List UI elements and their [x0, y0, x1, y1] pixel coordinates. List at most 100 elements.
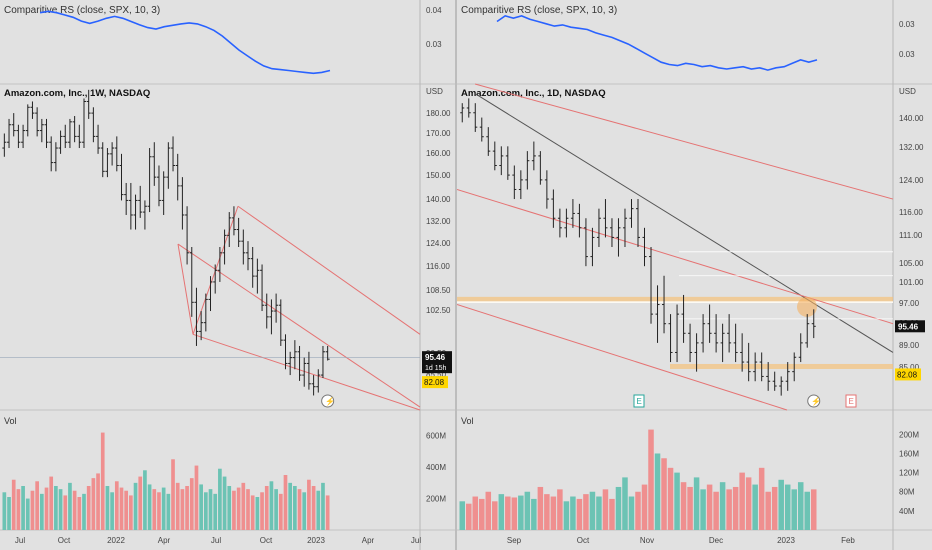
chart-pane-weekly[interactable]: Comparitive RS (close, SPX, 10, 3) 0.04 0.…	[0, 0, 455, 550]
candlestick-9[interactable]	[512, 165, 517, 200]
candlestick-33[interactable]	[668, 314, 673, 363]
candlestick-28[interactable]	[636, 199, 640, 247]
earnings-icon[interactable]	[633, 394, 645, 408]
candlestick-40[interactable]	[185, 206, 190, 265]
candlestick-8[interactable]	[35, 107, 40, 137]
candlestick-29[interactable]	[642, 227, 647, 267]
candlestick-22[interactable]	[100, 142, 105, 178]
candlestick-19[interactable]	[86, 89, 91, 119]
candlestick-39[interactable]	[180, 177, 185, 230]
candlestick-1[interactable]	[2, 133, 7, 157]
candlestick-50[interactable]	[779, 376, 784, 396]
candlestick-30[interactable]	[649, 247, 654, 324]
candlestick-11[interactable]	[49, 136, 54, 172]
candlestick-24[interactable]	[110, 142, 115, 166]
candlestick-25[interactable]	[114, 136, 119, 172]
candlestick-13[interactable]	[58, 130, 63, 154]
candlestick-68[interactable]	[316, 369, 321, 393]
candlestick-32[interactable]	[662, 275, 667, 334]
candlestick-41[interactable]	[720, 323, 725, 363]
candlestick-35[interactable]	[161, 171, 166, 215]
candlestick-23[interactable]	[105, 148, 110, 178]
candlestick-62[interactable]	[288, 351, 293, 376]
candlestick-21[interactable]	[590, 227, 595, 267]
candlestick-37[interactable]	[694, 333, 699, 372]
candlestick-43[interactable]	[733, 323, 738, 363]
candlestick-60[interactable]	[278, 299, 283, 346]
candlestick-55[interactable]	[255, 258, 260, 294]
candlestick-4[interactable]	[16, 124, 21, 149]
candlestick-42[interactable]	[727, 314, 732, 353]
candlestick-2[interactable]	[466, 98, 471, 118]
daily-chart-svg[interactable]: Comparitive RS (close, SPX, 10, 3) 0.03 0.…	[457, 0, 932, 550]
candlestick-18[interactable]	[570, 199, 575, 228]
candlestick-55[interactable]	[811, 309, 816, 339]
candlestick-53[interactable]	[246, 241, 250, 271]
candlestick-51[interactable]	[785, 362, 790, 391]
candlestick-45[interactable]	[208, 276, 213, 312]
candlestick-20[interactable]	[583, 218, 588, 267]
candlestick-39[interactable]	[707, 304, 712, 343]
candlestick-7[interactable]	[30, 101, 35, 119]
candlestick-19[interactable]	[577, 203, 582, 238]
candlestick-27[interactable]	[629, 199, 634, 228]
candlestick-38[interactable]	[175, 153, 180, 201]
candlestick-31[interactable]	[655, 285, 660, 343]
candlestick-63[interactable]	[292, 340, 297, 370]
candlestick-54[interactable]	[805, 314, 810, 348]
candlestick-34[interactable]	[675, 304, 680, 363]
candlestick-12[interactable]	[53, 142, 58, 172]
candlestick-67[interactable]	[311, 375, 316, 396]
candlestick-36[interactable]	[166, 142, 171, 189]
candlestick-44[interactable]	[203, 293, 208, 332]
chart-pane-daily[interactable]: Comparitive RS (close, SPX, 10, 3) 0.03 0.…	[457, 0, 932, 550]
candlestick-16[interactable]	[557, 208, 562, 238]
candlestick-21[interactable]	[96, 124, 101, 154]
candlestick-14[interactable]	[544, 170, 549, 209]
candlestick-22[interactable]	[596, 208, 601, 247]
candlestick-69[interactable]	[320, 345, 325, 378]
candlestick-56[interactable]	[260, 264, 265, 312]
candlestick-2[interactable]	[7, 118, 12, 149]
candlestick-52[interactable]	[792, 352, 797, 382]
candlestick-34[interactable]	[156, 165, 161, 207]
candlestick-17[interactable]	[564, 208, 569, 238]
candlestick-70[interactable]	[325, 345, 330, 361]
lightning-icon[interactable]	[321, 394, 335, 408]
candlestick-57[interactable]	[264, 293, 269, 329]
weekly-chart-svg[interactable]: Comparitive RS (close, SPX, 10, 3) 0.04 0.…	[0, 0, 455, 550]
candlestick-65[interactable]	[302, 357, 307, 387]
candlestick-36[interactable]	[688, 323, 693, 363]
candlestick-15[interactable]	[551, 189, 556, 228]
candlestick-4[interactable]	[479, 117, 484, 142]
candlestick-41[interactable]	[189, 247, 194, 317]
candlestick-14[interactable]	[63, 124, 68, 149]
candlestick-46[interactable]	[213, 264, 218, 294]
candlestick-10[interactable]	[44, 118, 49, 149]
lightning-icon[interactable]	[807, 394, 821, 408]
candlestick-27[interactable]	[124, 182, 129, 215]
candlestick-25[interactable]	[616, 218, 621, 257]
candlestick-51[interactable]	[236, 217, 241, 247]
candlestick-8[interactable]	[505, 146, 510, 180]
candlestick-13[interactable]	[538, 151, 543, 185]
candlestick-42[interactable]	[194, 287, 199, 346]
candlestick-24[interactable]	[609, 218, 614, 247]
candlestick-61[interactable]	[283, 334, 288, 370]
candlestick-53[interactable]	[798, 333, 803, 363]
candlestick-45[interactable]	[746, 342, 751, 382]
candlestick-12[interactable]	[531, 141, 536, 171]
candlestick-1[interactable]	[460, 103, 465, 123]
candlestick-40[interactable]	[714, 314, 719, 353]
candlestick-5[interactable]	[486, 127, 491, 156]
candlestick-38[interactable]	[701, 314, 706, 353]
candlestick-5[interactable]	[21, 124, 26, 149]
candlestick-32[interactable]	[147, 148, 152, 213]
candlestick-59[interactable]	[274, 293, 279, 323]
candlestick-11[interactable]	[525, 151, 530, 190]
candlestick-10[interactable]	[518, 170, 523, 200]
candlestick-66[interactable]	[306, 351, 311, 390]
candlestick-48[interactable]	[222, 229, 227, 265]
candlestick-6[interactable]	[25, 104, 30, 137]
candlestick-26[interactable]	[119, 153, 124, 201]
